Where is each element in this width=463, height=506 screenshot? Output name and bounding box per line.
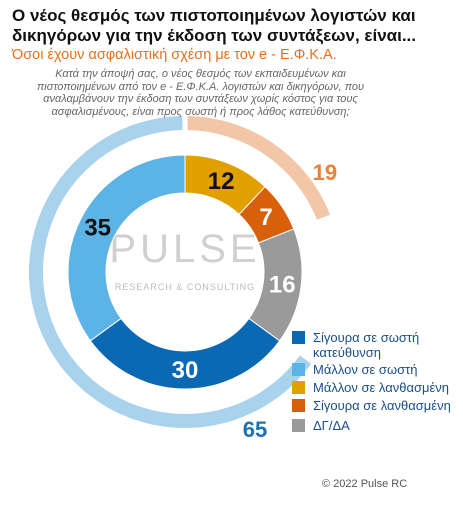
legend-label: Μάλλον σε λανθασμένη [313,380,450,395]
subtitle: Όσοι έχουν ασφαλιστική σχέση με τον e - … [12,47,337,63]
legend-item: ΔΓ/ΔΑ [292,418,457,433]
data-label: 30 [172,357,199,384]
data-label: 16 [269,271,296,298]
watermark: PULSE [109,227,260,271]
legend-label: Μάλλον σε σωστή [313,362,418,377]
legend-item: Μάλλον σε σωστή [292,362,457,377]
legend-item: Σίγουρα σε λανθασμένη [292,398,457,413]
chart-title: Ο νέος θεσμός των πιστοποιημένων λογιστώ… [12,6,416,45]
footer: © 2022 Pulse RC [322,478,408,490]
donut-segment [248,228,303,342]
legend-swatch [292,331,305,344]
data-label: 7 [259,204,272,231]
question: Κατά την άποψή σας, ο νέος θεσμός των εκ… [36,68,365,118]
data-label: 12 [208,168,235,195]
group-arc [187,116,331,220]
legend-label: Σίγουρα σε λανθασμένη [313,398,451,413]
watermark-sub: RESEARCH & CONSULTING [115,282,255,292]
legend-label: ΔΓ/ΔΑ [313,418,350,433]
legend-swatch [292,419,305,432]
legend-swatch [292,399,305,412]
legend-swatch [292,363,305,376]
donut-segment [67,154,186,342]
legend-item: Μάλλον σε λανθασμένη [292,380,457,395]
legend-swatch [292,381,305,394]
group-label: 19 [313,160,337,185]
legend-label: Σίγουρα σε σωστή κατεύθυνση [313,330,420,360]
group-label: 65 [243,417,267,442]
legend-item: Σίγουρα σε σωστή κατεύθυνση [292,330,457,360]
data-label: 35 [84,215,111,242]
